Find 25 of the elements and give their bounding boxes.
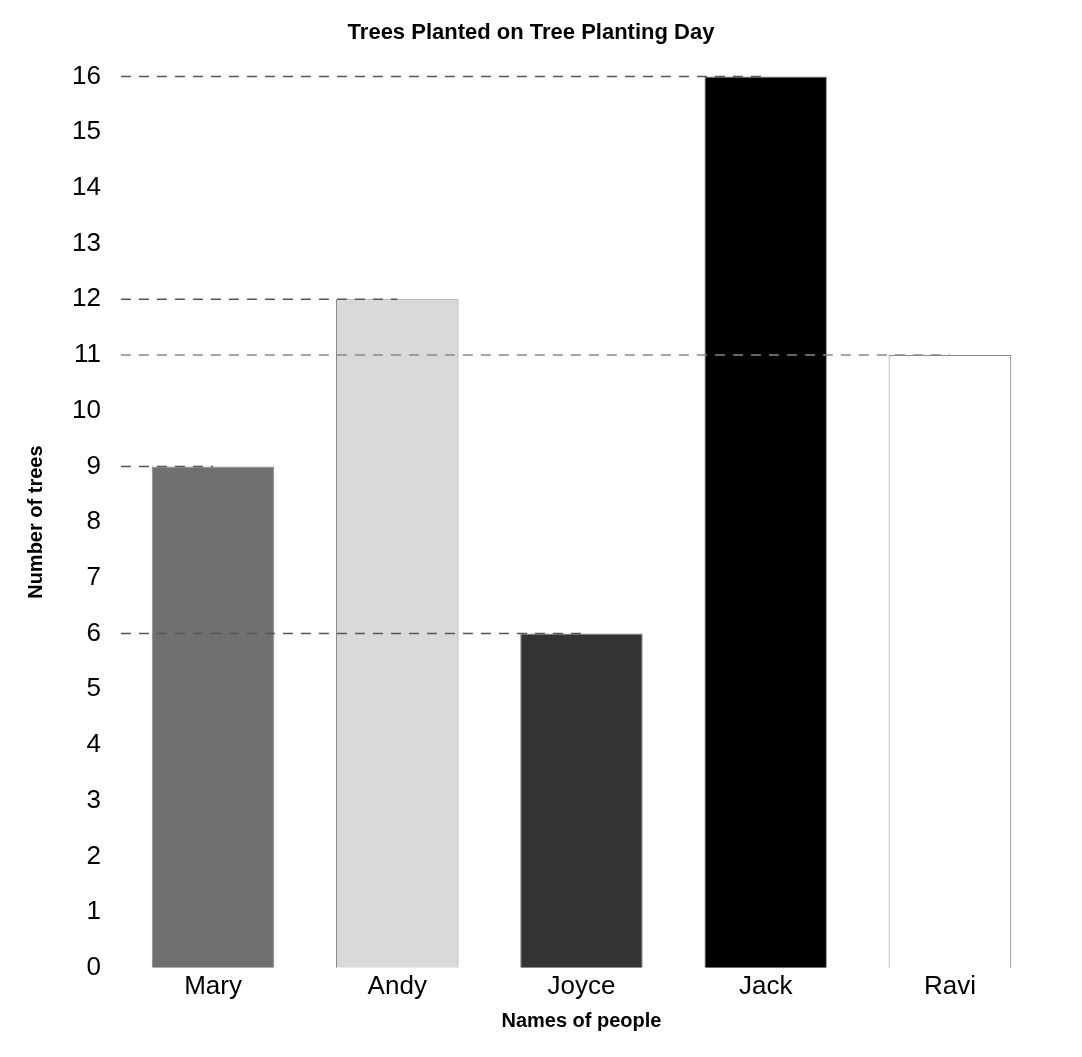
y-tick-label: 16 [72, 59, 101, 90]
y-tick-label: 12 [72, 282, 101, 313]
y-tick-label: 15 [72, 115, 101, 146]
x-tick-label: Ravi [923, 969, 976, 1000]
x-tick-label: Jack [738, 969, 794, 1000]
chart-title: Trees Planted on Tree Planting Day [347, 19, 716, 45]
y-tick-label: 8 [86, 505, 101, 536]
y-tick-label: 10 [72, 393, 101, 424]
y-tick-label: 11 [73, 338, 101, 369]
y-tick-label: 6 [86, 616, 101, 647]
y-tick-label: 1 [86, 895, 101, 926]
y-tick-label: 13 [72, 226, 101, 257]
y-tick-label: 7 [86, 560, 101, 591]
y-axis-title: Number of trees [23, 445, 46, 599]
x-tick-label: Andy [367, 969, 427, 1000]
y-tick-label: 14 [72, 171, 101, 201]
y-tick-label: 3 [86, 783, 101, 814]
x-tick-label: Joyce [547, 969, 616, 1000]
y-tick-label: 5 [86, 672, 101, 703]
y-tick-label: 0 [86, 950, 101, 981]
y-tick-label: 4 [86, 728, 101, 759]
y-tick-label: 9 [86, 449, 101, 480]
y-tick-label: 2 [86, 839, 101, 870]
x-tick-label: Mary [184, 969, 242, 1000]
x-axis-title: Names of people [501, 1008, 662, 1031]
